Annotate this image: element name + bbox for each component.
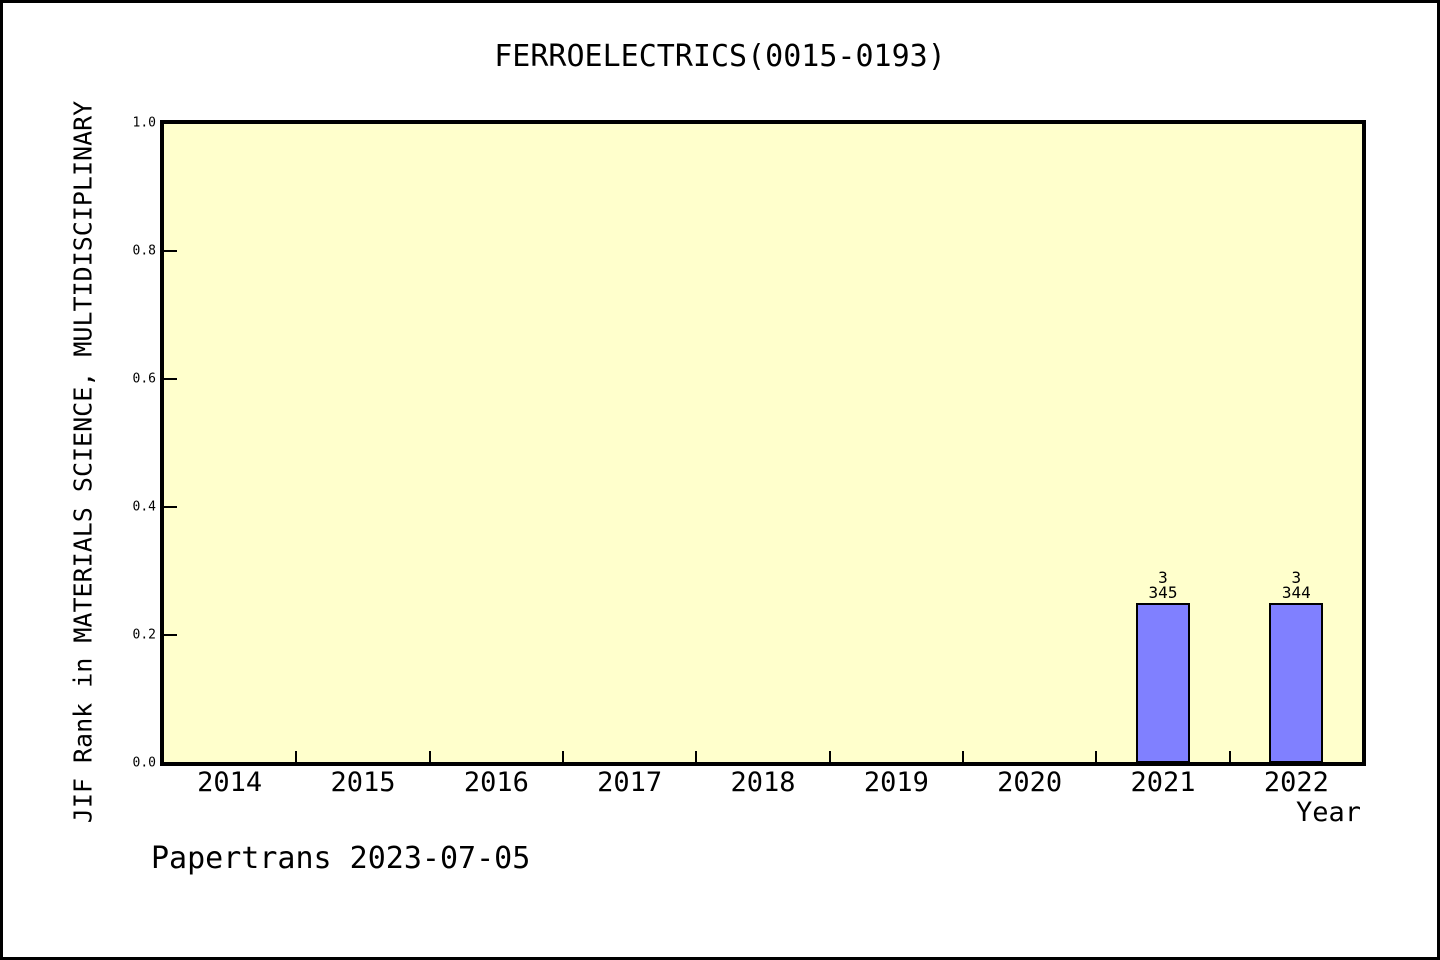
bar-annotation-2021: 3 345 [1148, 568, 1178, 602]
x-tick-label-2019: 2019 [863, 767, 929, 798]
bar-2021 [1136, 603, 1190, 763]
watermark-text: Papertrans 2023-07-05 [151, 841, 531, 876]
x-tick-label-2016: 2016 [463, 767, 529, 798]
bar-2022 [1269, 603, 1324, 763]
y-tick-label-0.8: 0.8 [132, 243, 156, 259]
x-tick-label-2020: 2020 [997, 767, 1063, 798]
y-tick-label-0.2: 0.2 [132, 627, 156, 643]
x-tick [562, 751, 564, 763]
x-tick [695, 751, 698, 763]
x-tick [1095, 751, 1098, 763]
x-tick-label-2022: 2022 [1263, 767, 1329, 798]
y-axis-label: JIF Rank in MATERIALS SCIENCE, MULTIDISC… [68, 100, 98, 824]
x-tick [962, 751, 964, 763]
x-tick-label-2018: 2018 [730, 767, 796, 798]
bars-layer: 3 345 3 344 [163, 123, 1363, 763]
ticks-layer [163, 123, 1363, 763]
y-tick [163, 378, 177, 380]
y-tick-label-0.0: 0.0 [132, 755, 156, 771]
x-tick [1228, 751, 1231, 763]
chart-title: FERROELECTRICS(0015-0193) [494, 39, 946, 74]
y-tick [163, 506, 177, 508]
x-tick-label-2015: 2015 [330, 767, 396, 798]
x-tick-label-2014: 2014 [197, 767, 263, 798]
x-axis-label: Year [1295, 797, 1361, 828]
x-tick [828, 751, 831, 763]
y-tick-label-1.0: 1.0 [132, 115, 156, 131]
x-tick-label-2017: 2017 [597, 767, 663, 798]
y-tick [163, 634, 177, 636]
x-tick [428, 751, 431, 763]
y-tick [163, 250, 177, 252]
x-tick-label-2021: 2021 [1130, 767, 1196, 798]
y-tick-label-0.4: 0.4 [132, 499, 156, 515]
y-tick-label-0.6: 0.6 [132, 371, 156, 387]
x-tick [295, 751, 298, 763]
bar-annotation-2022: 3 344 [1281, 568, 1311, 602]
